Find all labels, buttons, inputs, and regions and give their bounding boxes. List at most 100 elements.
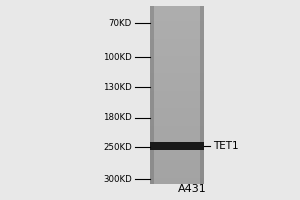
Bar [150, 76, 204, 77]
Bar [150, 82, 204, 83]
Bar [150, 30, 204, 31]
Bar [150, 77, 204, 79]
Bar [150, 95, 204, 96]
Bar [150, 116, 204, 117]
Bar [150, 88, 204, 89]
Bar [150, 37, 204, 39]
Text: TET1: TET1 [213, 141, 239, 151]
Bar [150, 31, 204, 33]
Bar [150, 21, 204, 22]
Bar [150, 108, 204, 110]
Bar [150, 92, 204, 94]
Bar [150, 94, 204, 95]
Bar [150, 119, 204, 120]
Bar [150, 85, 204, 86]
Bar [150, 142, 204, 150]
Bar [150, 91, 204, 92]
Bar [150, 74, 204, 76]
Bar [150, 129, 204, 131]
Bar [150, 157, 204, 159]
Bar [150, 174, 204, 175]
Bar [150, 123, 204, 125]
Bar [150, 13, 204, 15]
Bar [200, 6, 204, 184]
Bar [150, 56, 204, 58]
Bar [150, 113, 204, 114]
Bar [150, 148, 204, 150]
Bar [150, 22, 204, 24]
Bar [150, 166, 204, 168]
Bar [150, 114, 204, 116]
Bar [150, 52, 204, 53]
Bar [150, 125, 204, 126]
Bar [150, 53, 204, 55]
Bar [150, 153, 204, 154]
Bar [150, 132, 204, 134]
Bar [150, 150, 204, 151]
Bar [150, 70, 204, 71]
Text: 70KD: 70KD [109, 19, 132, 27]
Bar [150, 134, 204, 135]
Bar [150, 83, 204, 85]
Bar [150, 89, 204, 91]
Bar [150, 126, 204, 128]
Bar [150, 55, 204, 56]
Text: A431: A431 [178, 184, 206, 194]
Bar [150, 144, 204, 145]
Bar [150, 154, 204, 156]
Bar [150, 168, 204, 169]
Bar [150, 42, 204, 43]
Bar [150, 117, 204, 119]
Bar [150, 159, 204, 160]
Bar [150, 102, 204, 104]
Text: 130KD: 130KD [103, 83, 132, 92]
Bar [150, 165, 204, 166]
Bar [150, 33, 204, 34]
Bar [150, 28, 204, 30]
Bar [150, 68, 204, 70]
Bar [150, 48, 204, 49]
Bar [150, 181, 204, 183]
Bar [150, 104, 204, 105]
Bar [150, 140, 204, 141]
Bar [150, 16, 204, 18]
Bar [150, 138, 204, 140]
Bar [150, 25, 204, 27]
Bar [150, 7, 204, 9]
Bar [150, 122, 204, 123]
Bar [150, 73, 204, 74]
Bar [150, 18, 204, 19]
Bar [150, 49, 204, 50]
Text: 300KD: 300KD [103, 174, 132, 184]
Bar [150, 163, 204, 165]
Bar [150, 59, 204, 61]
Bar [150, 65, 204, 67]
Bar [150, 80, 204, 82]
Bar [150, 147, 204, 148]
Bar [150, 34, 204, 36]
Bar [150, 12, 204, 13]
Bar [150, 19, 204, 21]
Bar [150, 86, 204, 88]
Bar [150, 39, 204, 40]
Bar [150, 151, 204, 153]
Text: 250KD: 250KD [103, 142, 132, 152]
Bar [150, 141, 204, 142]
Bar [150, 178, 204, 180]
Bar [150, 15, 204, 16]
Bar [150, 98, 204, 99]
Bar [150, 160, 204, 162]
Bar [150, 120, 204, 122]
Bar [150, 175, 204, 177]
Bar [150, 131, 204, 132]
Bar [150, 107, 204, 108]
Bar [150, 172, 204, 174]
Bar [150, 135, 204, 137]
Bar [150, 27, 204, 28]
Bar [150, 6, 154, 184]
Bar [150, 99, 204, 101]
Bar [150, 46, 204, 48]
Bar [150, 156, 204, 157]
Bar [150, 6, 204, 7]
Bar [150, 162, 204, 163]
